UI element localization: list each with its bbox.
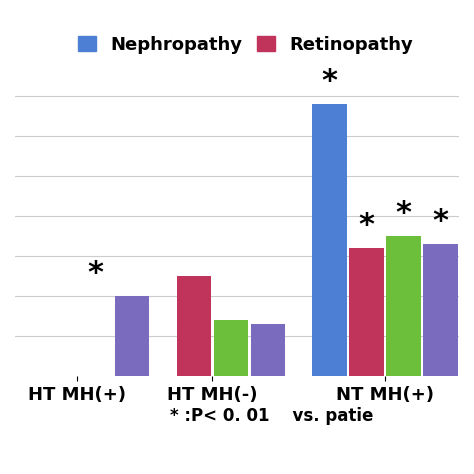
Text: *: * [321, 67, 337, 96]
Text: *: * [87, 259, 103, 288]
Text: *: * [432, 207, 448, 236]
Text: *: * [358, 211, 374, 240]
Bar [115, 296, 149, 376]
Text: *: * [395, 199, 411, 228]
Bar [423, 244, 457, 376]
Bar [386, 236, 420, 376]
Bar [177, 276, 211, 376]
Bar [214, 320, 248, 376]
Text: * :P< 0. 01    vs. patie: * :P< 0. 01 vs. patie [170, 407, 374, 425]
Legend: Nephropathy, Retinopathy: Nephropathy, Retinopathy [78, 36, 413, 54]
Bar [251, 324, 285, 376]
Bar [349, 248, 383, 376]
Bar [312, 104, 346, 376]
